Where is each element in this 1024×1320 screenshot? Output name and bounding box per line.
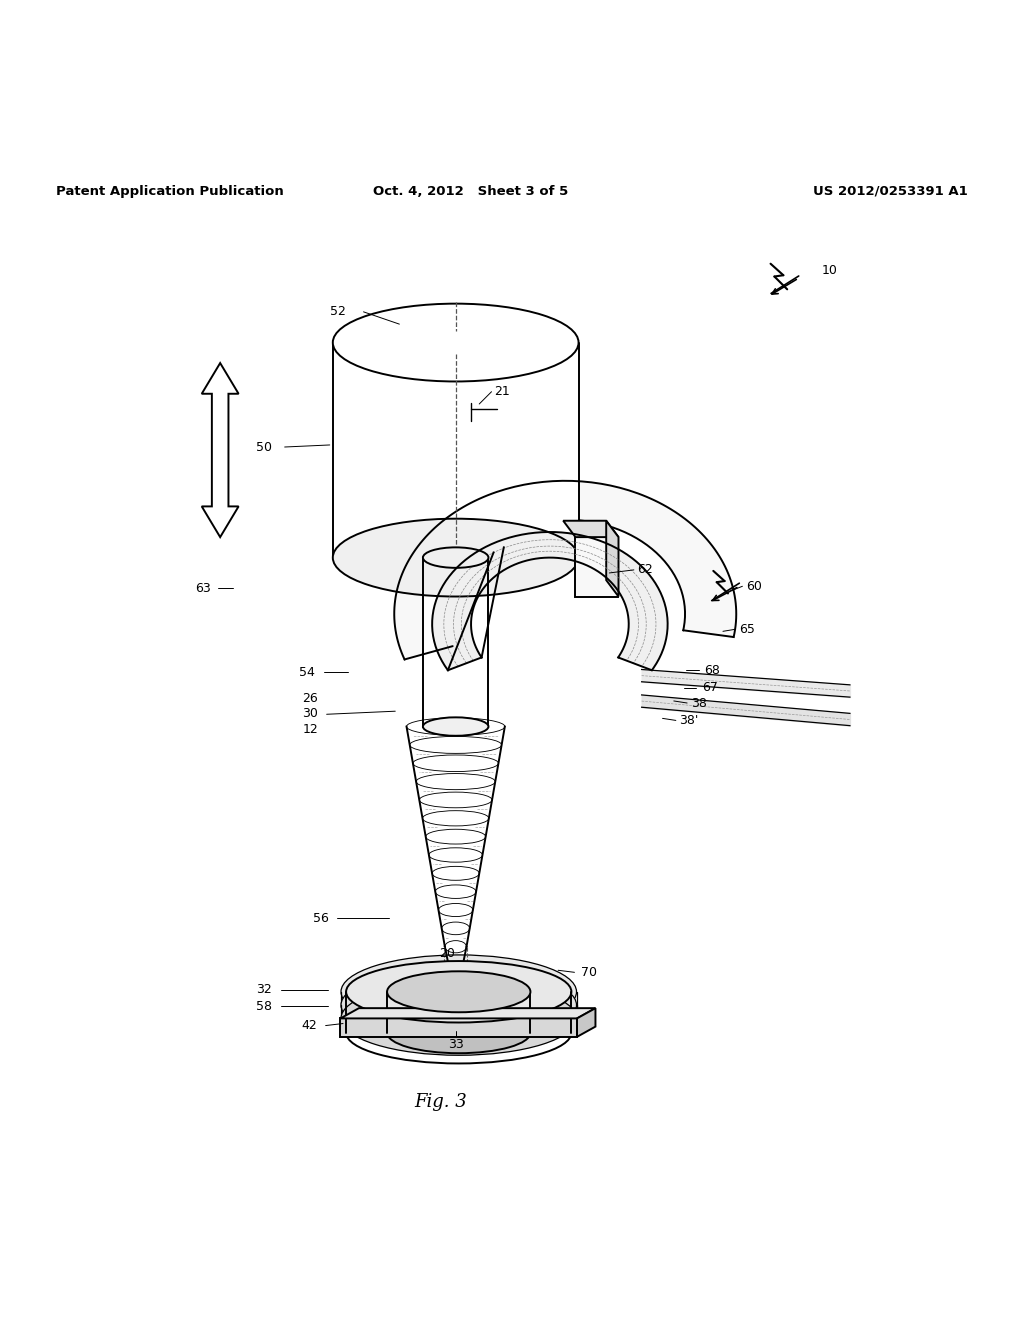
- Text: 10: 10: [821, 264, 838, 277]
- Text: 38': 38': [680, 714, 698, 727]
- Polygon shape: [563, 520, 618, 537]
- Polygon shape: [423, 557, 488, 726]
- Text: Fig. 3: Fig. 3: [414, 1093, 467, 1111]
- Text: 52: 52: [330, 305, 346, 318]
- Polygon shape: [202, 363, 239, 537]
- Text: Oct. 4, 2012   Sheet 3 of 5: Oct. 4, 2012 Sheet 3 of 5: [374, 185, 568, 198]
- Polygon shape: [340, 1019, 578, 1036]
- Text: 42: 42: [301, 1019, 317, 1032]
- Polygon shape: [333, 343, 579, 557]
- Text: 62: 62: [637, 564, 653, 577]
- Text: 58: 58: [256, 999, 272, 1012]
- Polygon shape: [432, 532, 668, 671]
- Text: 67: 67: [701, 681, 718, 694]
- Text: 33: 33: [447, 1038, 464, 1051]
- Text: 30: 30: [302, 706, 318, 719]
- Text: 50: 50: [256, 441, 272, 454]
- Text: 20: 20: [439, 948, 456, 961]
- Text: 68: 68: [703, 664, 720, 677]
- Text: 56: 56: [312, 912, 329, 924]
- Polygon shape: [575, 537, 618, 597]
- Text: 63: 63: [195, 582, 211, 595]
- Text: 32: 32: [256, 983, 272, 997]
- Text: 70: 70: [581, 966, 597, 979]
- Ellipse shape: [333, 519, 579, 597]
- Ellipse shape: [387, 972, 530, 1012]
- Polygon shape: [394, 480, 736, 660]
- Ellipse shape: [333, 304, 579, 381]
- Polygon shape: [340, 1008, 596, 1019]
- Text: US 2012/0253391 A1: US 2012/0253391 A1: [813, 185, 968, 198]
- Polygon shape: [578, 1008, 596, 1036]
- Polygon shape: [606, 520, 618, 597]
- Text: 26: 26: [302, 693, 318, 705]
- Text: 54: 54: [299, 665, 315, 678]
- Text: 21: 21: [494, 385, 510, 399]
- Ellipse shape: [341, 982, 577, 1055]
- Text: 65: 65: [739, 623, 756, 636]
- Ellipse shape: [423, 548, 488, 568]
- Text: 38: 38: [691, 697, 708, 710]
- Text: 12: 12: [302, 723, 318, 737]
- Ellipse shape: [341, 969, 577, 1041]
- Ellipse shape: [387, 1012, 530, 1053]
- Ellipse shape: [346, 961, 571, 1023]
- Ellipse shape: [423, 717, 488, 735]
- Text: 60: 60: [745, 579, 762, 593]
- Ellipse shape: [341, 954, 577, 1028]
- Text: Patent Application Publication: Patent Application Publication: [56, 185, 284, 198]
